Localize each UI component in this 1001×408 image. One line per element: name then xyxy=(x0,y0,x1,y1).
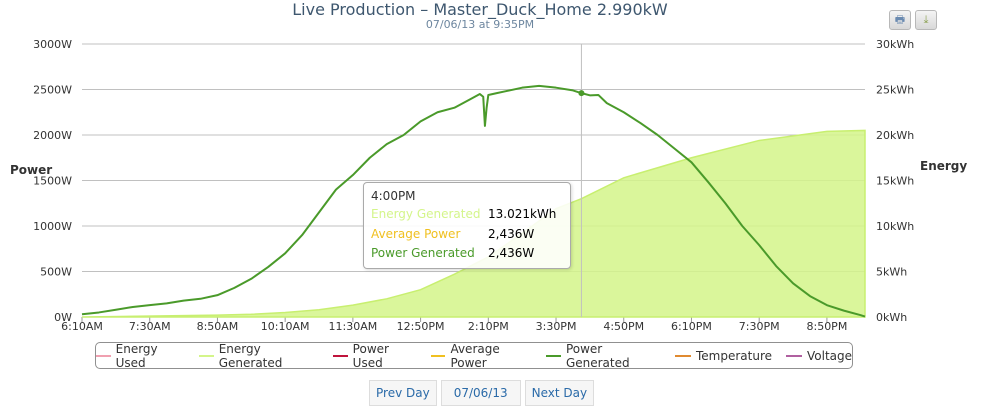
legend-item[interactable]: Temperature xyxy=(674,348,772,363)
x-tick-label: 6:10AM xyxy=(61,320,103,333)
legend-swatch xyxy=(199,354,214,357)
x-tick-label: 8:50PM xyxy=(806,320,847,333)
x-tick-label: 8:50AM xyxy=(197,320,239,333)
legend-swatch xyxy=(786,354,802,357)
tooltip: 4:00PM Energy Generated 13.021kWh Average… xyxy=(363,182,571,269)
y-axis-label-right: Energy xyxy=(920,159,967,173)
chart-title: Live Production – Master_Duck_Home 2.990… xyxy=(292,0,668,19)
next-day-button[interactable]: Next Day xyxy=(524,380,595,406)
legend-label: Power Used xyxy=(352,341,389,370)
legend-swatch xyxy=(333,354,348,357)
y-tick-label-left: 500W xyxy=(40,266,72,279)
legend-item[interactable]: Average Power xyxy=(430,341,532,370)
legend-swatch xyxy=(430,354,446,357)
legend-label: Average Power xyxy=(450,341,500,370)
tooltip-value: 2,436W xyxy=(488,227,535,241)
tooltip-value: 2,436W xyxy=(488,246,535,260)
y-axis-label-left: Power xyxy=(10,163,52,177)
y-tick-label-right: 5kWh xyxy=(876,266,907,279)
y-tick-label-right: 10kWh xyxy=(876,220,914,233)
x-tick-label: 11:30AM xyxy=(329,320,378,333)
y-tick-label-right: 30kWh xyxy=(876,38,914,51)
legend-item[interactable]: Energy Used xyxy=(96,342,185,370)
y-tick-label-right: 15kWh xyxy=(876,175,914,188)
legend-item[interactable]: Energy Generated xyxy=(199,342,319,370)
x-tick-label: 7:30AM xyxy=(129,320,171,333)
tooltip-value: 13.021kWh xyxy=(488,207,557,221)
legend-label: Energy Used xyxy=(115,341,158,370)
date-field[interactable]: 07/06/13 xyxy=(440,380,521,406)
legend-swatch xyxy=(546,354,561,357)
tooltip-time: 4:00PM xyxy=(371,189,416,203)
legend-label: Temperature xyxy=(695,348,772,363)
y-tick-label-left: 2000W xyxy=(33,129,72,142)
legend: Energy Used Energy Generated Power Used Ave… xyxy=(95,341,853,370)
x-tick-label: 10:10AM xyxy=(261,320,310,333)
legend-label: Energy Generated xyxy=(218,341,283,370)
x-tick-label: 12:50PM xyxy=(397,320,445,333)
y-tick-label-left: 0W xyxy=(54,311,72,324)
tooltip-label: Average Power xyxy=(371,227,461,241)
prev-day-button[interactable]: Prev Day xyxy=(369,380,437,406)
y-tick-label-left: 3000W xyxy=(33,38,72,51)
y-tick-label-right: 25kWh xyxy=(876,84,914,97)
x-tick-label: 3:30PM xyxy=(536,320,577,333)
y-tick-label-left: 1000W xyxy=(33,220,72,233)
legend-label: Voltage xyxy=(807,348,853,363)
y-tick-label-left: 1500W xyxy=(33,175,72,188)
chart-plot: 0W 0kWh 500W 5kWh 1000W 10kWh 1500W 15kWh 2000W 2… xyxy=(10,38,967,333)
power-generated-line xyxy=(81,84,866,318)
y-tick-label-left: 2500W xyxy=(33,84,72,97)
data-point-marker xyxy=(578,90,585,97)
legend-swatch xyxy=(96,354,111,357)
y-tick-label-right: 20kWh xyxy=(876,129,914,142)
download-icon[interactable]: ⤓ xyxy=(915,10,937,30)
y-tick-label-right: 0kWh xyxy=(876,311,907,324)
x-tick-label: 6:10PM xyxy=(671,320,712,333)
x-tick-label: 7:30PM xyxy=(739,320,780,333)
chart-subtitle: 07/06/13 at 9:35PM xyxy=(425,18,535,31)
legend-item[interactable]: Power Generated xyxy=(546,342,661,370)
x-tick-label: 2:10PM xyxy=(468,320,509,333)
printer-icon[interactable]: 🖶 xyxy=(889,10,911,30)
legend-item[interactable]: Voltage xyxy=(786,349,852,363)
legend-label: Power Generated xyxy=(565,341,630,370)
tooltip-label: Power Generated xyxy=(371,246,475,260)
legend-item[interactable]: Power Used xyxy=(333,342,417,370)
day-navigation: Prev Day 07/06/13 Next Day xyxy=(369,380,595,406)
x-tick-label: 4:50PM xyxy=(603,320,644,333)
legend-swatch xyxy=(674,354,691,357)
tooltip-label: Energy Generated xyxy=(371,207,481,221)
